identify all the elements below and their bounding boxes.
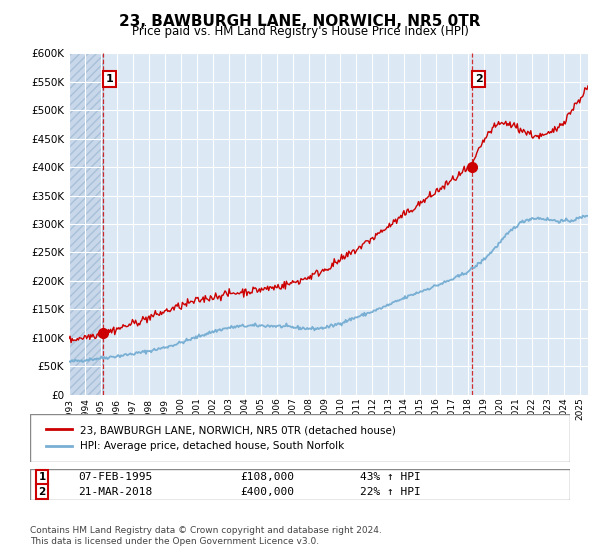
- Text: 43% ↑ HPI: 43% ↑ HPI: [360, 472, 421, 482]
- Text: 23, BAWBURGH LANE, NORWICH, NR5 0TR: 23, BAWBURGH LANE, NORWICH, NR5 0TR: [119, 14, 481, 29]
- Bar: [69, 53, 103, 395]
- Text: 1: 1: [38, 472, 46, 482]
- Text: 22% ↑ HPI: 22% ↑ HPI: [360, 487, 421, 497]
- Text: 21-MAR-2018: 21-MAR-2018: [78, 487, 152, 497]
- Text: Contains HM Land Registry data © Crown copyright and database right 2024.
This d: Contains HM Land Registry data © Crown c…: [30, 526, 382, 546]
- Text: 1: 1: [106, 74, 113, 84]
- Text: £400,000: £400,000: [240, 487, 294, 497]
- Text: 2: 2: [38, 487, 46, 497]
- Text: 2: 2: [475, 74, 482, 84]
- Text: £108,000: £108,000: [240, 472, 294, 482]
- Text: Price paid vs. HM Land Registry's House Price Index (HPI): Price paid vs. HM Land Registry's House …: [131, 25, 469, 38]
- Bar: [69, 53, 103, 395]
- Legend: 23, BAWBURGH LANE, NORWICH, NR5 0TR (detached house), HPI: Average price, detach: 23, BAWBURGH LANE, NORWICH, NR5 0TR (det…: [41, 420, 401, 456]
- Text: 07-FEB-1995: 07-FEB-1995: [78, 472, 152, 482]
